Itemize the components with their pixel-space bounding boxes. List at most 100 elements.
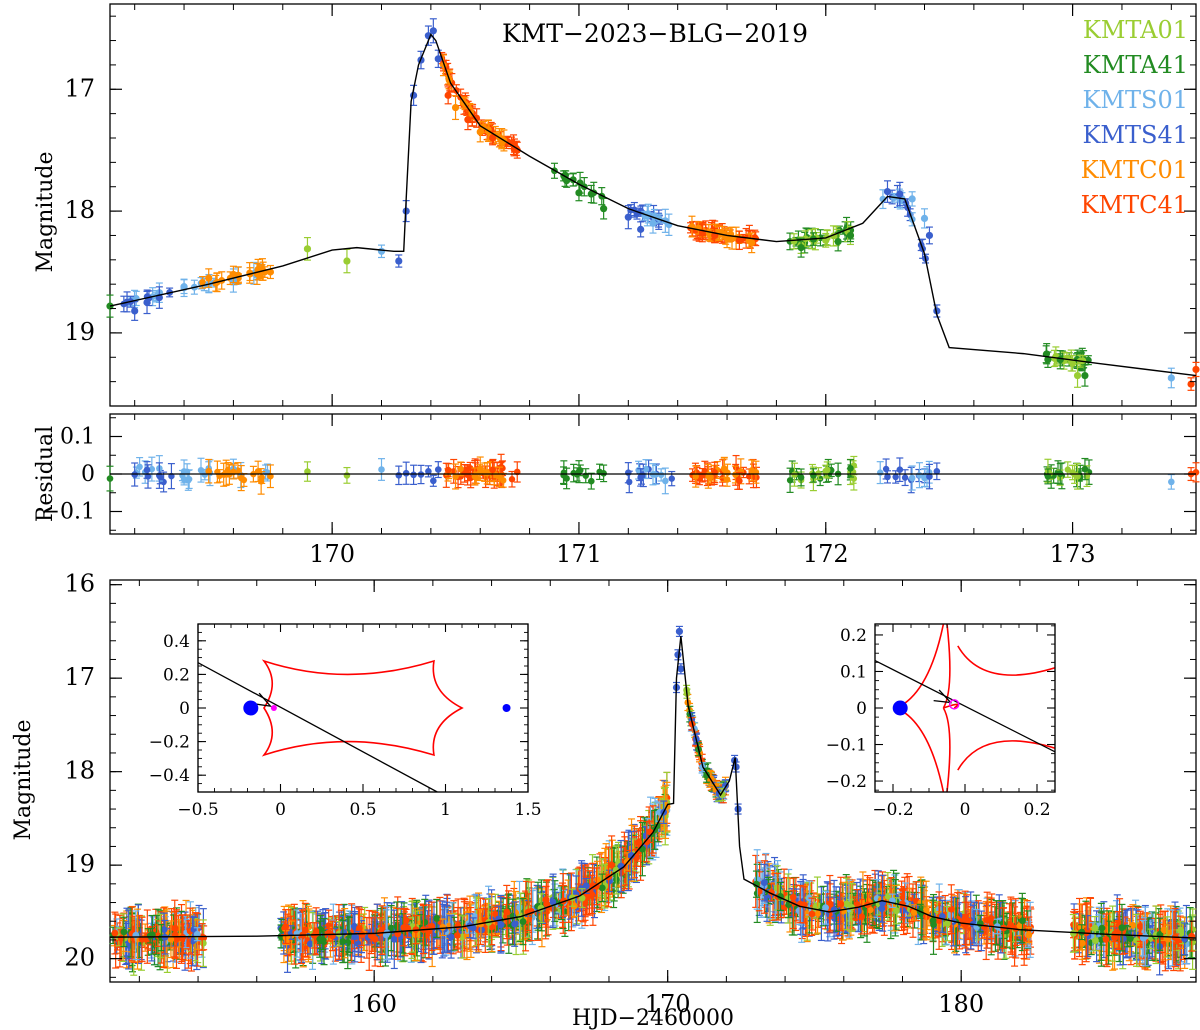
top-data-point-kmta41	[600, 197, 608, 220]
data-point	[834, 237, 842, 246]
data-point	[563, 475, 570, 482]
data-point	[464, 116, 472, 124]
data-point	[662, 477, 669, 485]
top-data-point-kmts41	[624, 205, 632, 230]
data-point	[699, 471, 706, 479]
data-point	[156, 472, 163, 479]
top-data-point-kmts01	[908, 191, 916, 207]
data-point	[879, 195, 887, 203]
residual-point-kmts41	[402, 461, 410, 485]
data-point	[625, 469, 632, 477]
top-data-point-kmts01	[920, 208, 929, 229]
data-point	[489, 466, 496, 474]
top-data-point-kmta41	[569, 172, 577, 187]
residual-point-kmts01	[908, 465, 916, 491]
data-point	[587, 190, 595, 198]
top-data-point-kmta01	[1068, 355, 1077, 372]
data-point	[810, 472, 817, 479]
top-data-point-kmts41	[434, 49, 442, 69]
top-data-point-kmts01	[132, 290, 140, 307]
top-data-point-kmtc01	[229, 265, 238, 284]
data-point	[229, 270, 238, 279]
data-point	[395, 472, 403, 479]
data-point	[131, 307, 139, 315]
data-point	[1056, 356, 1064, 364]
top-data-point-kmts41	[395, 254, 403, 268]
data-point	[199, 939, 207, 947]
data-point	[120, 928, 128, 936]
top-data-point-kmts41	[637, 221, 645, 238]
data-point	[476, 465, 484, 473]
data-point	[303, 245, 312, 253]
residual-point-kmts41	[410, 464, 418, 486]
data-point	[1081, 465, 1089, 473]
top-data-point-kmts41	[143, 290, 151, 315]
data-point	[1192, 365, 1200, 374]
data-point	[668, 475, 675, 482]
residual-point-kmta01	[1064, 461, 1072, 478]
data-point	[846, 231, 855, 240]
data-point	[626, 478, 633, 486]
data-point	[444, 91, 452, 99]
data-point	[877, 469, 884, 476]
top-data-point-kmts01	[377, 244, 386, 259]
data-point	[1081, 371, 1089, 380]
data-point	[600, 470, 607, 477]
data-point	[657, 471, 665, 479]
data-point	[395, 257, 403, 265]
top-data-point-kmtc41	[1187, 377, 1195, 391]
data-point	[143, 466, 151, 474]
data-point	[711, 469, 719, 476]
top-data-point-kmts41	[155, 286, 163, 309]
residual-point-kmts41	[395, 465, 403, 486]
data-point	[343, 257, 351, 265]
data-point	[500, 477, 507, 484]
data-point	[377, 247, 386, 255]
top-data-point-kmta41	[1081, 364, 1089, 387]
top-data-point-kmta01	[822, 232, 830, 248]
data-point	[736, 477, 743, 485]
data-point	[791, 471, 798, 478]
data-point	[476, 128, 484, 136]
data-point	[624, 213, 632, 221]
residual-point-kmts01	[378, 458, 385, 481]
top-data-point-kmtc01	[688, 215, 696, 238]
data-point	[111, 929, 119, 937]
top-data-point-kmts01	[649, 212, 657, 234]
data-point	[205, 274, 213, 282]
data-point	[1073, 371, 1082, 380]
residual-point-kmts41	[883, 470, 891, 484]
data-point	[786, 477, 794, 484]
data-point	[637, 225, 645, 233]
data-point	[410, 471, 417, 479]
data-point	[430, 477, 437, 485]
data-point	[748, 239, 756, 247]
residual-point-kmts01	[1167, 473, 1175, 490]
top-data-point-kmts41	[896, 181, 904, 207]
data-point	[587, 477, 595, 485]
data-point	[925, 231, 934, 240]
data-point	[1068, 359, 1077, 367]
top-data-point-kmta41	[575, 184, 583, 202]
data-point	[1168, 478, 1175, 486]
data-point	[896, 190, 904, 198]
data-point	[1167, 374, 1175, 382]
data-point	[896, 466, 904, 474]
data-point	[199, 278, 206, 286]
data-point	[429, 27, 437, 35]
top-data-point-kmts41	[925, 226, 934, 245]
top-data-point-kmta01	[1052, 346, 1060, 367]
data-point	[143, 298, 151, 307]
data-point	[748, 467, 756, 474]
data-point	[920, 214, 929, 222]
data-point	[908, 195, 916, 203]
data-point	[637, 474, 644, 481]
data-point	[797, 244, 805, 252]
top-data-point-kmta41	[587, 184, 595, 204]
data-point	[883, 188, 892, 196]
data-point	[723, 476, 731, 483]
residual-point-kmts01	[876, 461, 884, 485]
data-point	[240, 476, 248, 484]
top-data-point-kmtc01	[266, 264, 275, 280]
